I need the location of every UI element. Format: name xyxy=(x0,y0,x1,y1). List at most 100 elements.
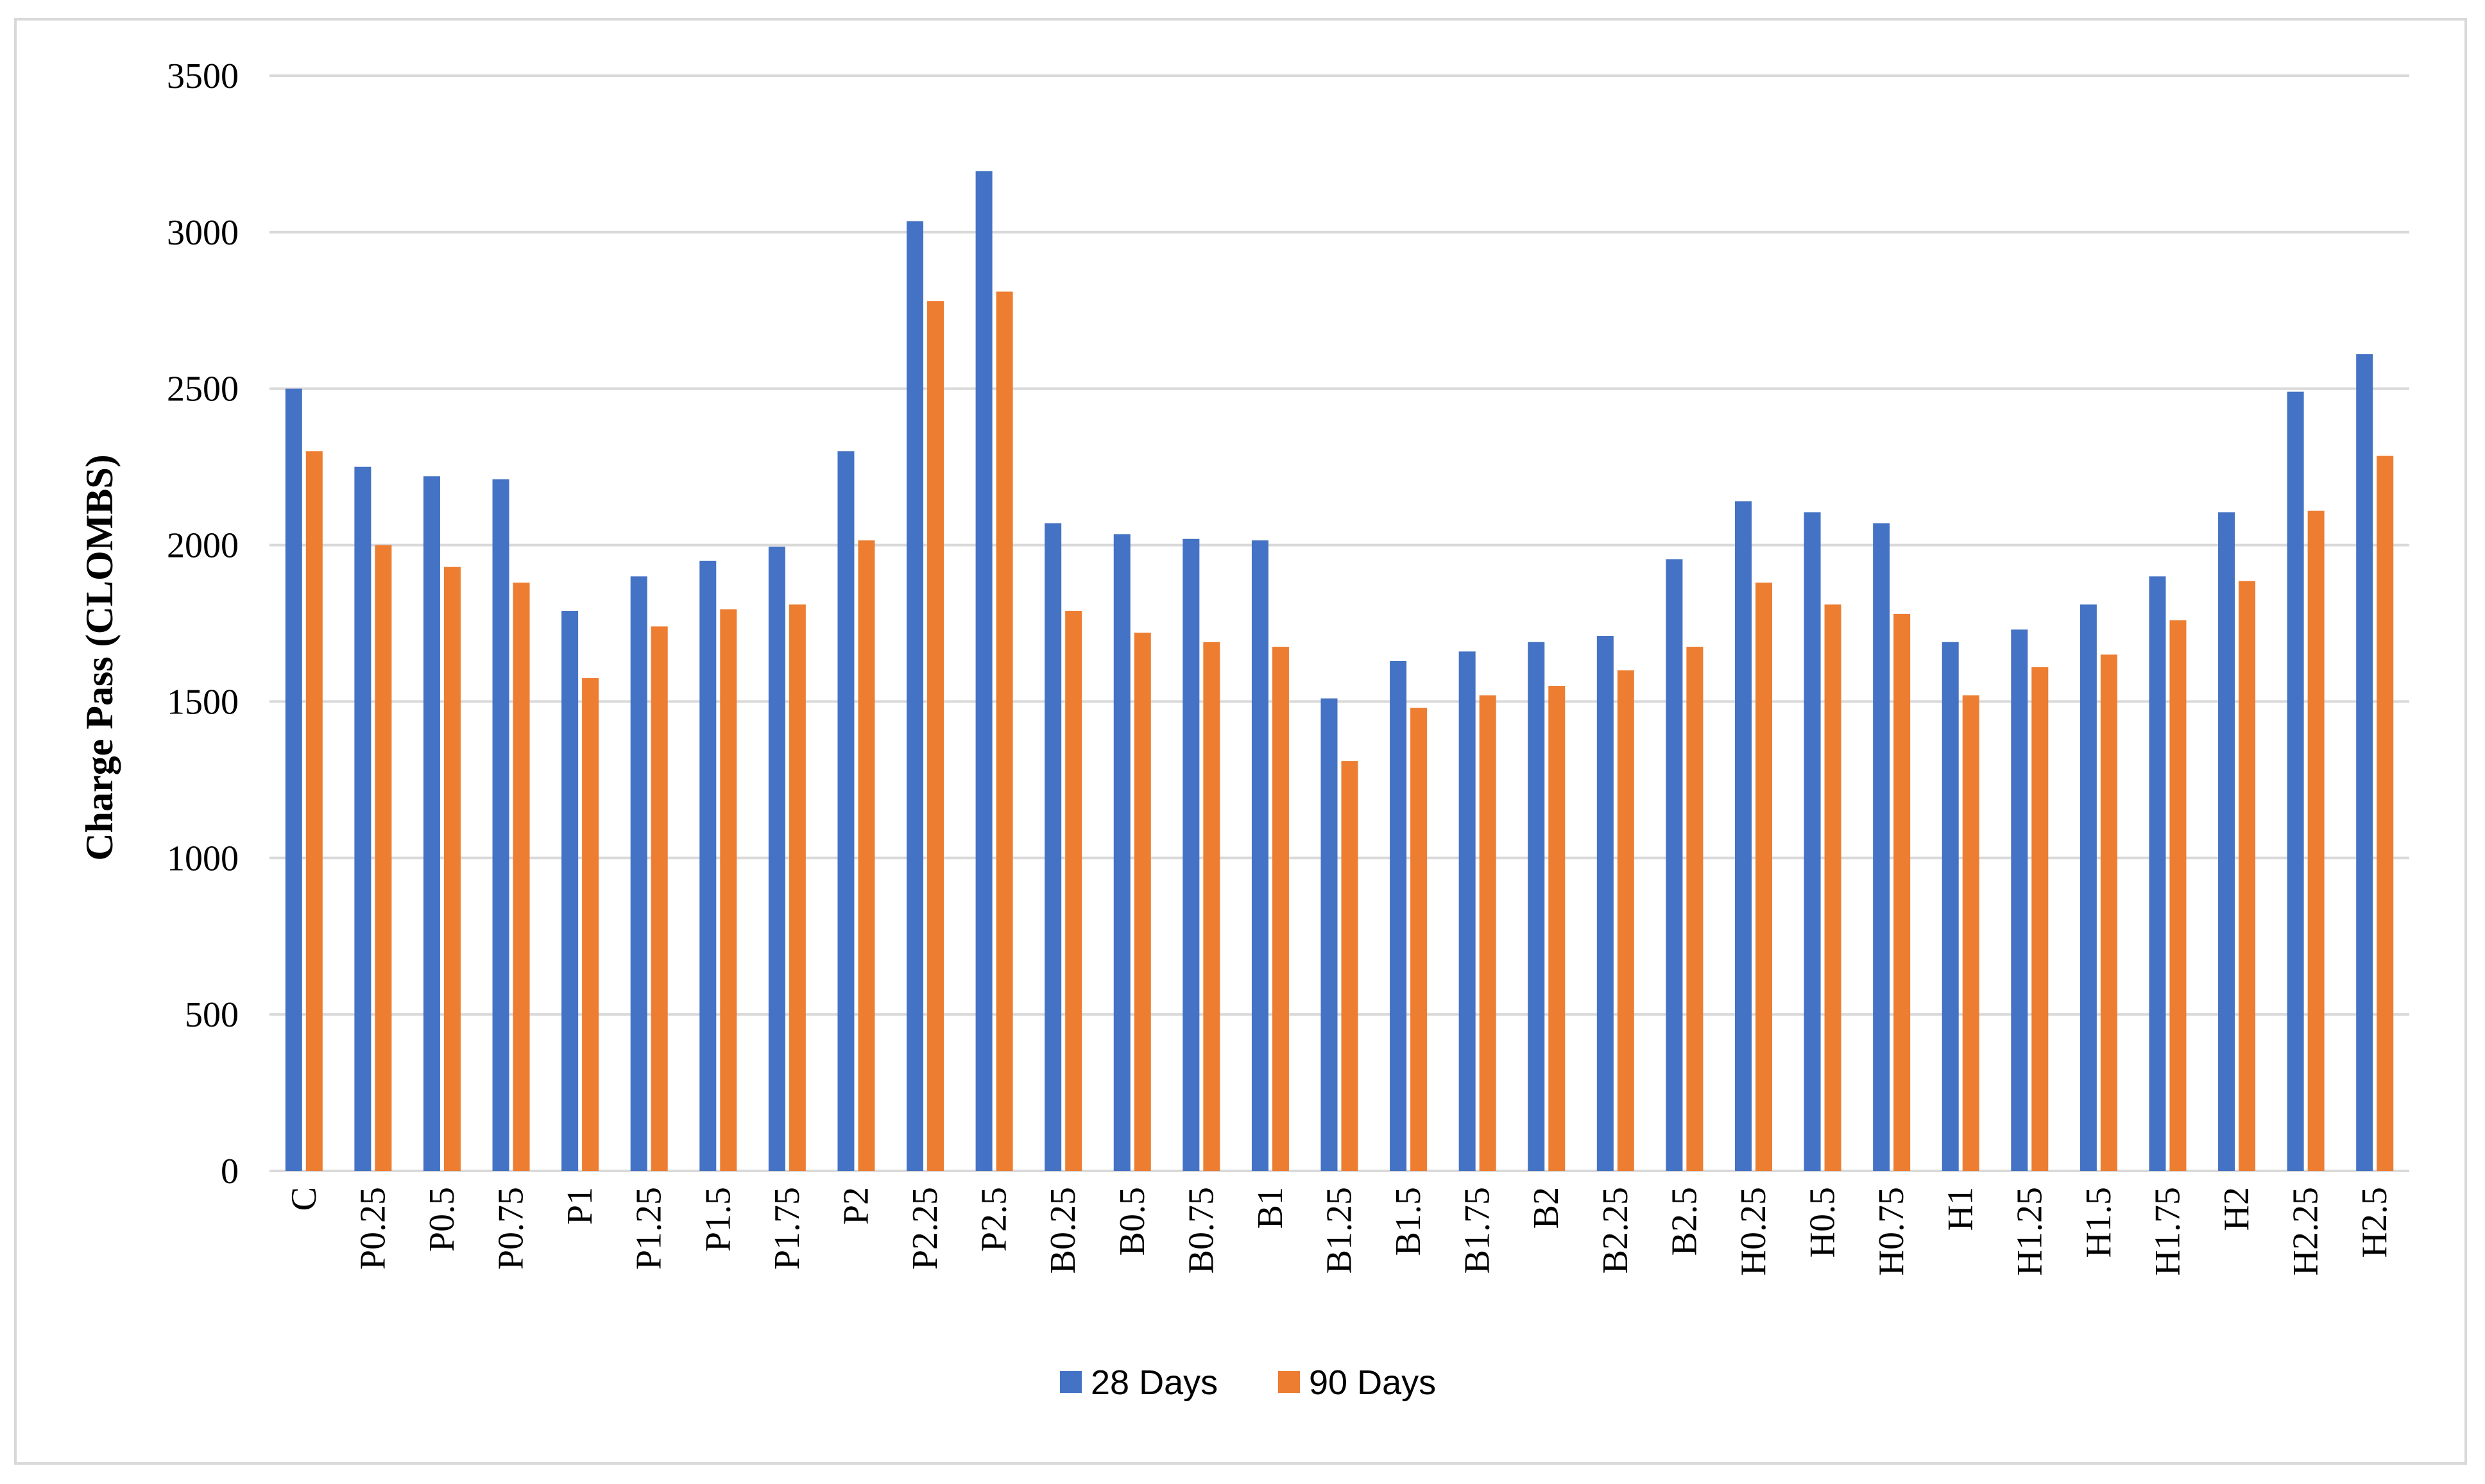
bar-28-days-H1.5 xyxy=(2079,604,2097,1171)
x-tick-label: H1 xyxy=(1941,1187,1981,1231)
legend-swatch-28-days xyxy=(1060,1371,1082,1393)
bar-28-days-H1.25 xyxy=(2011,629,2028,1171)
y-axis-ticks: 0 500 1000 1500 2000 2500 3000 3500 xyxy=(167,56,239,1191)
bar-28-days-C xyxy=(285,388,302,1171)
bar-90-days-B0.5 xyxy=(1134,633,1151,1171)
bar-90-days-P2.25 xyxy=(927,301,944,1171)
bar-90-days-H1.5 xyxy=(2100,654,2117,1171)
bar-90-days-P1.75 xyxy=(789,604,806,1171)
bar-28-days-B1 xyxy=(1251,540,1268,1171)
bar-28-days-P1.75 xyxy=(768,547,785,1171)
bar-28-days-P0.75 xyxy=(492,479,509,1172)
x-tick-label: B0.75 xyxy=(1181,1187,1221,1274)
bar-90-days-H1.25 xyxy=(2031,667,2049,1171)
bar-28-days-P2 xyxy=(837,451,855,1172)
bar-90-days-H2 xyxy=(2239,581,2256,1171)
bar-90-days-B1.25 xyxy=(1341,761,1358,1171)
x-tick-label: H1.25 xyxy=(2010,1187,2049,1275)
y-tick-label: 3500 xyxy=(167,56,239,96)
y-tick-label: 1000 xyxy=(167,839,239,878)
bar-28-days-B1.5 xyxy=(1390,661,1407,1171)
bar-90-days-P0.25 xyxy=(375,545,392,1171)
x-tick-label: H2 xyxy=(2217,1187,2257,1231)
x-tick-label: B1 xyxy=(1251,1187,1290,1229)
bar-28-days-B0.5 xyxy=(1113,534,1131,1171)
bar-28-days-H0.25 xyxy=(1734,501,1752,1171)
bar-90-days-H1 xyxy=(1962,695,1979,1171)
x-tick-label: B1.5 xyxy=(1388,1187,1428,1256)
bar-28-days-B1.25 xyxy=(1320,698,1338,1171)
bar-90-days-B2.25 xyxy=(1617,670,1634,1171)
x-tick-label: P2 xyxy=(836,1187,876,1225)
bar-90-days-H2.25 xyxy=(2307,510,2325,1171)
bar-90-days-P1.25 xyxy=(651,626,668,1171)
legend-swatch-90-days xyxy=(1278,1371,1300,1393)
bar-90-days-P0.5 xyxy=(443,567,461,1171)
bar-28-days-H1 xyxy=(1942,642,1959,1171)
x-tick-label: B0.5 xyxy=(1113,1187,1152,1256)
x-tick-label: H1.5 xyxy=(2079,1187,2119,1258)
x-tick-label: H0.75 xyxy=(1872,1187,1911,1275)
bars xyxy=(285,171,2394,1172)
y-tick-label: 3000 xyxy=(167,213,239,253)
x-tick-label: P0.25 xyxy=(353,1187,393,1270)
y-tick-label: 0 xyxy=(221,1152,239,1191)
bar-28-days-B2.5 xyxy=(1666,559,1683,1171)
x-tick-label: P1.5 xyxy=(698,1187,738,1252)
bar-90-days-H0.5 xyxy=(1824,604,1841,1171)
x-tick-label: P2.25 xyxy=(905,1187,945,1270)
bar-90-days-B0.75 xyxy=(1203,642,1220,1171)
x-tick-label: P0.75 xyxy=(491,1187,531,1270)
legend: 28 Days 90 Days xyxy=(1060,1363,1436,1402)
legend-label-28-days: 28 Days xyxy=(1091,1363,1218,1402)
bar-90-days-H2.5 xyxy=(2377,456,2394,1171)
y-tick-label: 500 xyxy=(185,995,239,1035)
bar-28-days-P2.25 xyxy=(907,221,924,1172)
x-axis-ticks: C P0.25 P0.5 P0.75 P1 P1.25 P1.5 P1.75 P2 P2.25 P2… xyxy=(284,1187,2395,1275)
x-tick-label: H0.25 xyxy=(1734,1187,1773,1275)
y-tick-label: 1500 xyxy=(167,682,239,722)
bar-90-days-C xyxy=(305,451,323,1172)
bar-28-days-P1.5 xyxy=(699,560,717,1171)
bar-28-days-H0.5 xyxy=(1804,512,1821,1171)
x-tick-label: B2.5 xyxy=(1664,1187,1704,1256)
x-tick-label: P1.25 xyxy=(629,1187,669,1270)
bar-90-days-B1.5 xyxy=(1410,708,1428,1171)
chart-frame xyxy=(14,18,2467,1465)
x-tick-label: H2.5 xyxy=(2355,1187,2395,1258)
x-tick-label: P1 xyxy=(560,1187,600,1225)
x-tick-label: P0.5 xyxy=(422,1187,462,1252)
bar-90-days-H0.75 xyxy=(1893,613,1911,1171)
bar-28-days-H1.75 xyxy=(2149,576,2166,1171)
bar-90-days-H1.75 xyxy=(2169,620,2187,1171)
y-tick-label: 2000 xyxy=(167,526,239,566)
y-tick-label: 2500 xyxy=(167,370,239,409)
x-tick-label: H0.5 xyxy=(1803,1187,1843,1258)
bar-90-days-P2 xyxy=(858,540,875,1171)
bar-28-days-P1.25 xyxy=(630,576,647,1171)
bar-28-days-B2 xyxy=(1528,642,1545,1171)
x-tick-label: P1.75 xyxy=(767,1187,807,1270)
x-tick-label: B1.75 xyxy=(1458,1187,1498,1274)
bar-90-days-B2.5 xyxy=(1686,647,1704,1171)
y-axis-title: Charge Pass (CLOMBS) xyxy=(78,454,121,860)
bar-28-days-B0.25 xyxy=(1045,523,1062,1171)
bar-90-days-H0.25 xyxy=(1755,583,1772,1171)
bar-28-days-P0.25 xyxy=(354,466,371,1172)
x-tick-label: C xyxy=(284,1187,324,1211)
bar-28-days-B2.25 xyxy=(1596,636,1614,1171)
x-tick-label: H1.75 xyxy=(2148,1187,2187,1275)
bar-28-days-P1 xyxy=(561,610,579,1171)
bar-28-days-H2.5 xyxy=(2356,354,2373,1172)
x-tick-label: B2.25 xyxy=(1596,1187,1635,1274)
x-tick-label: P2.5 xyxy=(975,1187,1014,1252)
bar-90-days-B0.25 xyxy=(1065,610,1082,1171)
bar-28-days-P0.5 xyxy=(423,476,440,1171)
bar-90-days-B1 xyxy=(1272,647,1289,1171)
bar-90-days-P1.5 xyxy=(720,609,737,1171)
bar-90-days-P1 xyxy=(582,678,599,1171)
bar-28-days-H2 xyxy=(2218,512,2235,1171)
bar-90-days-P2.5 xyxy=(996,291,1013,1172)
bar-90-days-P0.75 xyxy=(513,583,530,1171)
